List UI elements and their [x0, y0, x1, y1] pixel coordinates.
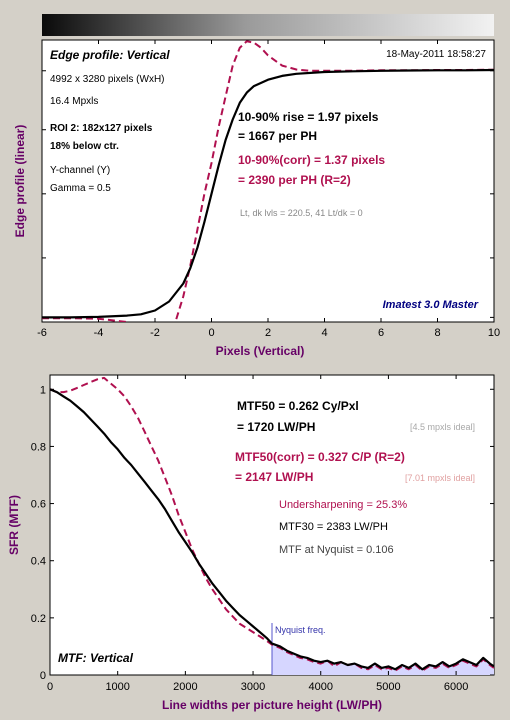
- y-tick-label: 1: [40, 384, 46, 396]
- x-tick-label: 3000: [241, 681, 265, 693]
- x-tick-label: 4000: [308, 681, 332, 693]
- edge-profile-x-ticks: -6 -4 -2 0 2 4 6 8 10: [37, 40, 500, 339]
- x-tick-label: 6000: [444, 681, 468, 693]
- light-dark-levels: Lt, dk lvls = 220.5, 41 Lt/dk = 0: [240, 208, 363, 218]
- mtf50-corrected-line1: MTF50(corr) = 0.327 C/P (R=2): [235, 450, 405, 464]
- x-tick-label: 4: [321, 327, 327, 339]
- edge-profile-curves: [42, 40, 494, 322]
- info-line: ROI 2: 182x127 pixels: [50, 123, 153, 134]
- measured-series-line: [42, 68, 494, 319]
- undersharpening-value: Undersharpening = 25.3%: [279, 499, 407, 511]
- edge-profile-plot-area: [41, 39, 495, 323]
- measured-series-line: [50, 388, 494, 671]
- x-tick-label: -4: [94, 327, 104, 339]
- mtf50-corrected-line2: = 2147 LW/PH: [235, 470, 313, 484]
- edge-profile-title: Edge profile: Vertical: [50, 48, 170, 62]
- mtf-x-label: Line widths per picture height (LW/PH): [162, 698, 382, 712]
- rise-corrected-line1: 10-90%(corr) = 1.37 pixels: [238, 153, 385, 167]
- mtf-at-nyquist: MTF at Nyquist = 0.106: [279, 544, 394, 556]
- x-tick-label: 2: [265, 327, 271, 339]
- edge-profile-timestamp: 18-May-2011 18:58:27: [386, 49, 486, 60]
- x-tick-label: 0: [47, 681, 53, 693]
- image-info-block: 4992 x 3280 pixels (WxH) 16.4 Mpxls ROI …: [50, 74, 165, 194]
- x-tick-label: 0: [208, 327, 214, 339]
- mtf30-value: MTF30 = 2383 LW/PH: [279, 521, 388, 533]
- info-line: Gamma = 0.5: [50, 183, 111, 194]
- rise-result-line2: = 1667 per PH: [238, 129, 317, 143]
- x-tick-label: 1000: [105, 681, 129, 693]
- x-tick-label: 10: [488, 327, 500, 339]
- x-tick-label: 5000: [376, 681, 400, 693]
- y-tick-label: 0.2: [31, 613, 46, 625]
- x-tick-label: -2: [150, 327, 160, 339]
- mtf-axis-ticks: 0 1000 2000 3000 4000 5000 6000 0 0.2 0.4 0.6 0.8 1: [31, 375, 494, 693]
- rise-corrected-line2: = 2390 per PH (R=2): [238, 173, 351, 187]
- x-tick-label: 8: [434, 327, 440, 339]
- y-tick-label: 0.6: [31, 499, 46, 511]
- mtf-y-label: SFR (MTF): [7, 495, 21, 555]
- mtf50-line2: = 1720 LW/PH: [237, 420, 315, 434]
- nyquist-label: Nyquist freq.: [275, 625, 326, 635]
- imatest-brand: Imatest 3.0 Master: [383, 299, 479, 311]
- grayscale-strip: [42, 14, 494, 36]
- mtf50-corrected-ideal: [7.01 mpxls ideal]: [405, 473, 475, 483]
- mtf50-line1: MTF50 = 0.262 Cy/Pxl: [237, 399, 359, 413]
- y-tick-label: 0: [40, 670, 46, 682]
- edge-profile-y-label: Edge profile (linear): [13, 125, 27, 238]
- mtf-title: MTF: Vertical: [58, 651, 134, 665]
- x-tick-label: 6: [378, 327, 384, 339]
- info-line: 18% below ctr.: [50, 141, 119, 152]
- y-tick-label: 0.8: [31, 441, 46, 453]
- mtf-curves: [50, 376, 494, 672]
- info-line: 16.4 Mpxls: [50, 96, 98, 107]
- mtf50-ideal: [4.5 mpxls ideal]: [410, 422, 475, 432]
- rise-result-line1: 10-90% rise = 1.97 pixels: [238, 110, 379, 124]
- x-tick-label: -6: [37, 327, 47, 339]
- x-tick-label: 2000: [173, 681, 197, 693]
- edge-profile-x-label: Pixels (Vertical): [216, 344, 305, 358]
- info-line: Y-channel (Y): [50, 165, 110, 176]
- y-tick-label: 0.4: [31, 556, 46, 568]
- info-line: 4992 x 3280 pixels (WxH): [50, 74, 165, 85]
